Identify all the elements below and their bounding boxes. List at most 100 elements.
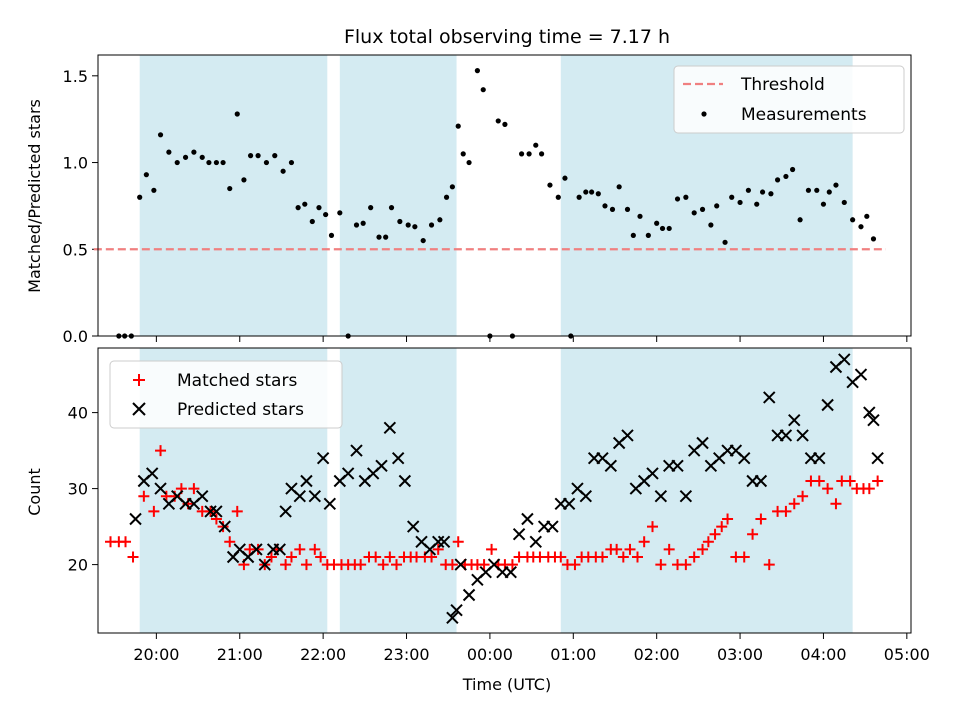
matched-star-marker — [446, 559, 458, 571]
measurement-point — [376, 234, 382, 240]
matched-star-marker — [370, 551, 382, 563]
predicted-star-marker — [250, 543, 263, 556]
measurement-point — [466, 159, 472, 166]
matched-star-marker — [702, 536, 714, 548]
measurement-point — [241, 177, 247, 183]
measurement-point — [474, 68, 480, 74]
matched-star-marker — [217, 521, 229, 533]
predicted-star-marker — [821, 398, 834, 412]
matched-star-marker — [252, 543, 264, 555]
matched-star-marker — [722, 513, 734, 525]
matched-star-marker — [822, 483, 834, 495]
matched-star-marker — [231, 505, 243, 517]
predicted-star-marker — [679, 489, 693, 503]
predicted-star-marker — [258, 558, 271, 571]
matched-star-marker — [224, 536, 236, 548]
matched-star-marker — [716, 521, 728, 533]
predicted-star-marker — [796, 429, 809, 442]
x-tick-label: 21:00 — [217, 645, 263, 664]
matched-star-marker — [155, 445, 167, 457]
bottom-legend-box — [109, 360, 343, 429]
matched-star-marker — [486, 543, 498, 555]
predicted-star-marker — [398, 474, 412, 488]
predicted-star-marker — [279, 505, 292, 518]
x-tick-label: 23:00 — [383, 645, 429, 664]
predicted-star-marker — [350, 444, 363, 457]
predicted-star-marker — [621, 429, 634, 442]
predicted-star-marker — [871, 451, 884, 465]
matched-star-marker — [309, 543, 321, 555]
matched-star-marker — [138, 490, 150, 502]
measurement-point — [654, 220, 660, 226]
measurement-point — [616, 184, 622, 190]
measurement-point — [255, 153, 261, 159]
bottom-y-tick-label: 40 — [68, 404, 88, 423]
measurement-point — [602, 203, 608, 209]
predicted-star-marker — [300, 474, 313, 488]
measurement-point — [220, 159, 226, 166]
measurement-point — [360, 220, 366, 226]
measurement-point — [443, 194, 450, 200]
matched-star-marker — [617, 551, 629, 563]
matched-star-marker — [148, 505, 160, 517]
measurement-point — [455, 123, 461, 129]
matched-legend-label: Matched stars — [177, 371, 297, 391]
matched-star-marker — [780, 505, 792, 517]
predicted-star-marker — [529, 535, 542, 549]
matched-star-marker — [285, 551, 297, 563]
bottom-y-axis: 20 30 40 — [68, 404, 98, 575]
measurement-point — [759, 189, 766, 195]
matched-star-marker — [294, 543, 306, 555]
measurement-point — [858, 224, 864, 230]
predicted-star-marker — [654, 489, 668, 503]
measurement-point — [174, 159, 180, 166]
predicted-star-marker — [521, 512, 534, 526]
matched-star-marker — [384, 551, 396, 563]
measurement-point — [691, 210, 697, 216]
predicted-star-marker — [432, 535, 445, 549]
measurement-point — [405, 222, 411, 228]
measurement-point — [353, 222, 360, 228]
measurement-point — [480, 87, 486, 93]
matched-star-marker — [844, 475, 856, 487]
matched-legend-swatch — [133, 374, 145, 386]
matched-star-marker — [709, 528, 721, 540]
matched-star-marker — [655, 559, 667, 571]
measurement-point — [227, 185, 233, 192]
chart-title: Flux total observing time = 7.17 h — [344, 26, 670, 48]
matched-star-marker — [830, 498, 842, 510]
x-tick-label: 03:00 — [717, 645, 763, 664]
predicted-star-marker — [383, 421, 397, 435]
measurement-point — [645, 232, 651, 238]
measurement-point — [388, 205, 395, 211]
predicted-star-marker — [308, 489, 322, 503]
matched-star-marker — [755, 513, 767, 525]
predicted-star-marker — [512, 527, 526, 541]
matched-star-marker — [506, 559, 518, 571]
x-tick-label: 00:00 — [467, 645, 513, 664]
predicted-star-marker — [196, 489, 209, 503]
matched-star-marker — [647, 521, 659, 533]
predicted-star-marker — [293, 489, 306, 503]
measurement-point — [191, 149, 197, 155]
measurement-point — [708, 222, 714, 228]
matched-star-marker — [813, 475, 825, 487]
top-y-tick-label: 0.5 — [63, 240, 88, 259]
predicted-star-markers — [129, 353, 884, 625]
measurement-point — [428, 222, 435, 228]
observing-interval-shade — [560, 348, 853, 633]
measurement-point — [624, 206, 631, 212]
top-legend: Threshold Measurements — [673, 65, 905, 134]
predicted-star-marker — [838, 353, 851, 366]
observing-interval-shade — [139, 55, 328, 336]
predicted-star-marker — [863, 406, 876, 419]
measurement-point — [820, 201, 827, 207]
measurement-point — [754, 201, 760, 207]
predicted-star-marker — [779, 429, 793, 442]
predicted-star-marker — [867, 413, 880, 427]
x-tick-label: 04:00 — [800, 645, 846, 664]
measurement-point — [533, 142, 539, 148]
matched-star-marker — [872, 475, 884, 487]
predicted-star-marker — [129, 512, 142, 526]
predicted-star-marker — [788, 413, 801, 427]
